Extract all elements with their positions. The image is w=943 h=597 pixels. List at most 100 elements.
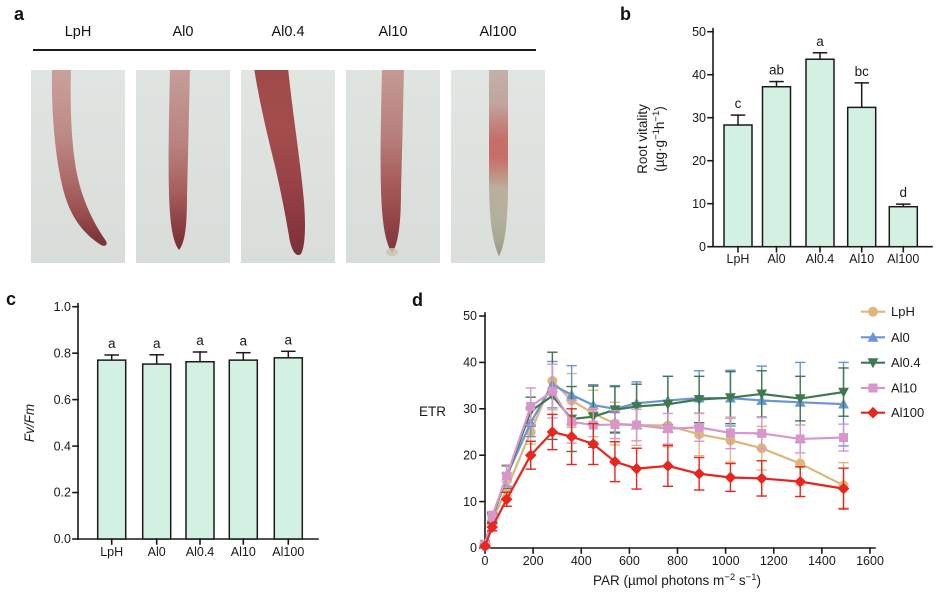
x-category-label: Al0.4 (806, 252, 835, 266)
legend-label-Al0.4: Al0.4 (891, 355, 921, 370)
bar-LpH: a LpH (96, 336, 127, 559)
root-photo-al0 (136, 68, 230, 263)
x-category-label: LpH (100, 545, 123, 559)
y-axis-title: Fv/Fm (22, 404, 37, 442)
x-tick-label: 1200 (760, 554, 788, 568)
x-category-label: Al0 (148, 545, 166, 559)
root-photo-al10-image (346, 68, 440, 263)
panel-d-etr-light-curve-chart: 0 10 20 30 40 50 0 200 400 600 800 1000 1200 1400 1600… (419, 304, 924, 588)
y-tick-label: 10 (463, 495, 477, 509)
bar-Al10: bc Al10 (846, 64, 877, 266)
y-tick-label: 50 (692, 25, 706, 39)
treatment-label-al100: Al100 (479, 24, 517, 40)
treatment-label-lph: LpH (64, 24, 92, 40)
y-tick-label: 50 (463, 309, 477, 323)
root-shape (51, 68, 107, 246)
sig-letter: a (816, 34, 824, 49)
panel-c-fvfm-chart: 0.0 0.2 0.4 0.6 0.8 1.0 a LpH a Al0 a Al0.4 a Al10 a Al… (22, 300, 319, 559)
bar-Al0: ab Al0 (761, 63, 792, 266)
panel-a-letter: a (14, 4, 25, 24)
y-tick-label: 1.0 (54, 300, 71, 314)
y-tick-label: 0 (470, 541, 477, 555)
x-tick-label: 800 (667, 554, 688, 568)
legend-label-LpH: LpH (891, 304, 915, 319)
x-category-label: Al0 (767, 252, 785, 266)
y-axis-title-line1: Root vitality (635, 104, 650, 174)
bar-Al0: a Al0 (141, 336, 172, 559)
bar-Al100: a Al100 (272, 332, 304, 559)
x-tick-label: 200 (523, 554, 544, 568)
legend-label-Al0: Al0 (891, 330, 910, 345)
root-shape (489, 68, 508, 256)
y-tick-label: 30 (692, 111, 706, 125)
bar-Al10: a Al10 (228, 334, 259, 559)
bar-LpH: c LpH (723, 96, 753, 266)
treatment-label-al0: Al0 (172, 24, 194, 40)
x-tick-label: 1600 (856, 554, 884, 568)
y-tick-label: 0.6 (54, 393, 71, 407)
y-tick-label: 0.8 (54, 346, 71, 360)
x-category-label: Al100 (272, 545, 304, 559)
panel-b-letter: b (620, 4, 631, 24)
panel-b-root-vitality-chart: 0 10 20 30 40 50 c LpH ab Al0 a Al0.4 bc Al10 d Al100 Ro… (635, 25, 933, 266)
y-tick-label: 40 (692, 68, 706, 82)
y-tick-label: 0.4 (54, 439, 71, 453)
sig-letter: a (153, 336, 161, 351)
x-tick-label: 600 (619, 554, 640, 568)
treatment-header-rule (33, 49, 536, 51)
root-shape (254, 68, 305, 256)
root-photo-al100-image (451, 68, 545, 263)
bar-Al100: d Al100 (887, 185, 919, 266)
sig-letter: a (108, 336, 116, 351)
x-category-label: Al0.4 (186, 545, 215, 559)
x-tick-label: 1400 (808, 554, 836, 568)
y-tick-label: 0 (699, 240, 706, 254)
treatment-label-al04: Al0.4 (271, 24, 305, 40)
y-axis-title: ETR (419, 404, 446, 419)
root-photo-lph (31, 68, 125, 263)
y-tick-label: 10 (692, 197, 706, 211)
y-tick-label: 30 (463, 402, 477, 416)
y-axis-title-line2: (µg·g−1h−1) (651, 106, 667, 172)
x-axis-title: PAR (µmol photons m−2 s−1) (593, 572, 761, 588)
root-photo-al100 (451, 68, 545, 263)
y-tick-label: 20 (463, 448, 477, 462)
sig-letter: d (900, 185, 908, 200)
y-tick-label: 0.0 (54, 532, 71, 546)
x-category-label: Al100 (887, 252, 919, 266)
x-category-label: Al10 (231, 545, 256, 559)
bar-Al0.4: a Al0.4 (185, 333, 215, 559)
x-tick-label: 400 (571, 554, 592, 568)
x-category-label: Al10 (849, 252, 874, 266)
panel-c-letter: c (6, 289, 17, 309)
sig-letter: a (285, 332, 293, 347)
root-shape (380, 68, 404, 253)
legend-label-Al10: Al10 (891, 381, 917, 396)
root-photo-al04 (241, 68, 335, 263)
root-photo-lph-image (31, 68, 125, 263)
y-tick-label: 20 (692, 154, 706, 168)
root-photo-al0-image (136, 68, 230, 263)
series-Al10 (479, 363, 849, 549)
legend-label-Al100: Al100 (891, 405, 924, 420)
treatment-label-al10: Al10 (378, 24, 408, 40)
y-tick-label: 40 (463, 356, 477, 370)
x-tick-label: 0 (482, 554, 489, 568)
x-category-label: LpH (727, 252, 750, 266)
sig-letter: ab (769, 63, 784, 78)
x-tick-label: 1000 (712, 554, 740, 568)
legend: LpH Al0 Al0.4 Al10 Al100 (860, 304, 924, 420)
sig-letter: bc (855, 64, 870, 79)
sig-letter: a (196, 333, 204, 348)
root-photo-al10 (346, 68, 440, 263)
root-pale-tip (386, 248, 398, 256)
axes: 0 10 20 30 40 50 0 200 400 600 800 1000 1200 1400 1600 (463, 309, 884, 568)
sig-letter: a (240, 334, 248, 349)
panel-d-letter: d (412, 290, 423, 310)
bar-Al0.4: a Al0.4 (805, 34, 835, 266)
sig-letter: c (735, 96, 742, 111)
root-photo-al04-image (241, 68, 335, 263)
y-tick-label: 0.2 (54, 486, 71, 500)
root-shape (168, 68, 190, 250)
